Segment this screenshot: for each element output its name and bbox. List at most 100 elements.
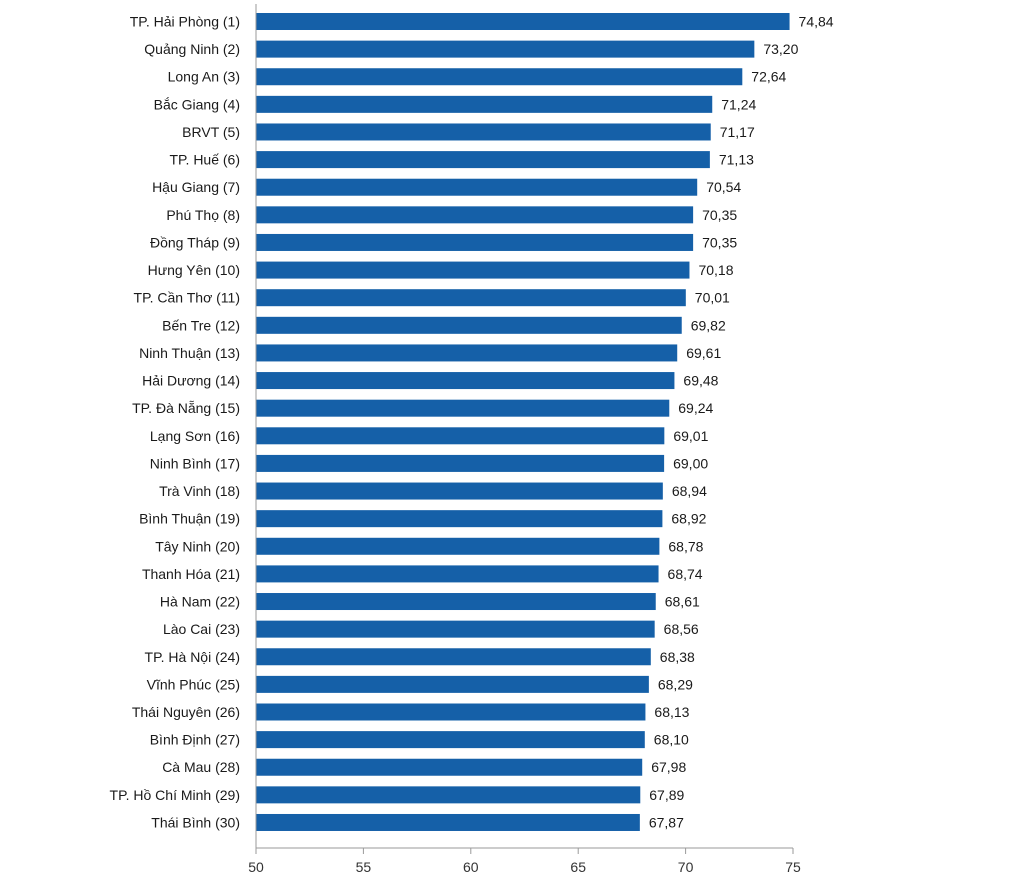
category-label: Trà Vinh (18) (159, 483, 240, 499)
bar-24 (256, 648, 651, 666)
value-label: 68,13 (654, 704, 689, 720)
value-label: 68,94 (672, 483, 707, 499)
x-tick-label: 75 (785, 859, 801, 875)
category-label: Lạng Sơn (16) (150, 428, 240, 444)
x-tick-label: 55 (356, 859, 372, 875)
bar-14 (256, 372, 675, 390)
category-label: Đồng Tháp (9) (150, 234, 240, 250)
value-label: 71,13 (719, 152, 754, 168)
category-label: TP. Hải Phòng (1) (130, 14, 240, 30)
bar-3 (256, 68, 743, 86)
value-label: 69,48 (683, 373, 718, 389)
bar-12 (256, 316, 682, 334)
x-axis: 50 55 60 65 70 75 (248, 4, 801, 875)
value-label: 72,64 (751, 69, 786, 85)
category-label: Ninh Bình (17) (150, 455, 240, 471)
value-label: 68,92 (671, 511, 706, 527)
category-label: Thái Nguyên (26) (132, 704, 240, 720)
bar-5 (256, 123, 711, 141)
category-label: Bình Thuận (19) (139, 511, 240, 527)
bar-26 (256, 703, 646, 721)
bar-4 (256, 95, 713, 113)
bar-22 (256, 593, 656, 611)
category-label: Thanh Hóa (21) (142, 566, 240, 582)
category-label: Long An (3) (168, 69, 240, 85)
category-label: Hải Dương (14) (142, 373, 240, 389)
value-label: 69,82 (691, 317, 726, 333)
bar-8 (256, 206, 694, 224)
bar-16 (256, 427, 665, 445)
bar-23 (256, 620, 655, 638)
value-label: 68,56 (664, 621, 699, 637)
bar-27 (256, 731, 645, 749)
value-label: 71,17 (720, 124, 755, 140)
bar-28 (256, 758, 643, 776)
value-label: 70,54 (706, 179, 741, 195)
category-label: BRVT (5) (182, 124, 240, 140)
category-label: TP. Huế (6) (169, 152, 240, 168)
value-label: 68,78 (668, 538, 703, 554)
bar-19 (256, 510, 663, 528)
bar-25 (256, 675, 649, 693)
value-label: 67,98 (651, 759, 686, 775)
category-label: TP. Hà Nội (24) (145, 649, 240, 665)
value-label: 67,87 (649, 814, 684, 830)
bar-29 (256, 786, 641, 804)
bar-21 (256, 565, 659, 583)
category-label: TP. Hồ Chí Minh (29) (110, 787, 240, 803)
x-tick-label: 50 (248, 859, 264, 875)
category-label: Bắc Giang (4) (154, 96, 240, 112)
category-label: Bình Định (27) (150, 732, 240, 748)
x-tick-label: 65 (570, 859, 586, 875)
bar-9 (256, 233, 694, 251)
bar-15 (256, 399, 670, 417)
bar-7 (256, 178, 698, 196)
x-tick-label: 60 (463, 859, 479, 875)
value-label: 68,74 (668, 566, 703, 582)
category-label: Cà Mau (28) (162, 759, 240, 775)
bar-6 (256, 151, 710, 169)
value-label: 69,24 (678, 400, 713, 416)
bar-10 (256, 261, 690, 279)
bar-1 (256, 13, 790, 30)
category-label: Ninh Thuận (13) (139, 345, 240, 361)
bar-2 (256, 40, 755, 58)
value-label: 74,84 (799, 14, 834, 30)
category-label: Hà Nam (22) (160, 594, 240, 610)
category-label: Vĩnh Phúc (25) (147, 676, 240, 692)
category-label: Lào Cai (23) (163, 621, 240, 637)
bars-layer (256, 13, 790, 831)
value-label: 68,29 (658, 676, 693, 692)
category-label: TP. Đà Nẵng (15) (132, 400, 240, 416)
value-label: 69,61 (686, 345, 721, 361)
category-label: Hậu Giang (7) (152, 179, 240, 195)
bar-13 (256, 344, 678, 362)
value-label: 69,01 (673, 428, 708, 444)
bar-11 (256, 289, 686, 307)
value-label: 70,35 (702, 207, 737, 223)
x-tick-label: 70 (678, 859, 694, 875)
value-label: 68,38 (660, 649, 695, 665)
category-label: Bến Tre (12) (162, 317, 240, 333)
value-label: 73,20 (763, 41, 798, 57)
value-label: 67,89 (649, 787, 684, 803)
value-label: 70,01 (695, 290, 730, 306)
value-label: 70,35 (702, 234, 737, 250)
category-label: Tây Ninh (20) (155, 538, 240, 554)
value-label: 68,10 (654, 732, 689, 748)
bar-30 (256, 813, 640, 831)
category-label: Phú Thọ (8) (166, 207, 240, 223)
value-label: 71,24 (721, 96, 756, 112)
category-label: Thái Bình (30) (151, 814, 240, 830)
value-label: 70,18 (698, 262, 733, 278)
category-label: TP. Cần Thơ (11) (134, 290, 240, 306)
category-label: Hưng Yên (10) (148, 262, 240, 278)
value-label: 68,61 (665, 594, 700, 610)
value-label: 69,00 (673, 455, 708, 471)
labels-layer: TP. Hải Phòng (1) 74,84 Quảng Ninh (2) 73,2… (110, 14, 834, 831)
bar-17 (256, 454, 665, 472)
category-label: Quảng Ninh (2) (144, 41, 240, 57)
bar-18 (256, 482, 663, 500)
